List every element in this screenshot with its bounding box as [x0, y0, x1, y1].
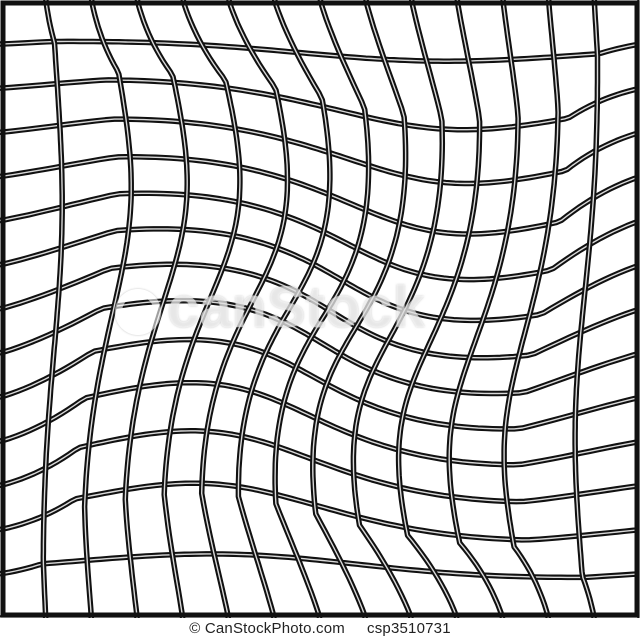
grid-border [0, 0, 640, 618]
grid-lines [0, 0, 640, 618]
image-id: csp3510731 [367, 620, 451, 637]
vertical-grid-line-highlight [237, 0, 331, 618]
warped-grid-illustration [0, 0, 640, 618]
vertical-grid-line-highlight [201, 0, 289, 618]
vertical-grid-line-highlight [312, 0, 407, 618]
footer-credit: © CanStockPhoto.com csp3510731 [0, 618, 640, 640]
vertical-grid-line-highlight [42, 0, 63, 618]
vertical-grid-line-highlight [574, 0, 599, 618]
vertical-grid-line-highlight [503, 0, 559, 618]
vertical-grid-line-highlight [352, 0, 443, 618]
vertical-grid-line-highlight [124, 0, 188, 618]
vertical-grid-line-highlight [163, 0, 241, 618]
copyright-text: © CanStockPhoto.com [189, 620, 345, 637]
vertical-grid-line-highlight [448, 0, 519, 618]
vertical-grid-line-highlight [397, 0, 481, 618]
vertical-grid-line-highlight [274, 0, 370, 618]
vertical-grid-line-highlight [83, 0, 132, 618]
